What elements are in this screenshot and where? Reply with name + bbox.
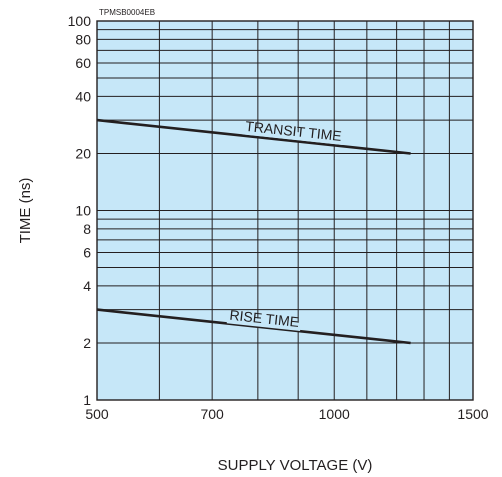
series-label-backdrop <box>242 126 344 146</box>
series-label-backdrop <box>226 315 301 331</box>
y-tick-label: 8 <box>83 221 91 237</box>
plot-frame <box>96 20 474 401</box>
y-tick-label: 80 <box>75 31 91 47</box>
y-tick-label: 1 <box>83 392 91 408</box>
y-tick-label: 20 <box>75 145 91 161</box>
x-axis-label: SUPPLY VOLTAGE (V) <box>218 457 373 474</box>
x-tick-labels: 500 700 1000 1500 <box>85 406 488 422</box>
series-line-1 <box>96 118 411 155</box>
x-tick-label: 500 <box>85 406 109 422</box>
x-tick-label: 700 <box>200 406 224 422</box>
y-tick-label: 6 <box>83 245 91 261</box>
grid <box>97 21 473 400</box>
y-tick-label: 40 <box>75 88 91 104</box>
y-tick-label: 10 <box>75 203 91 219</box>
y-axis-label: TIME (ns) <box>17 178 34 244</box>
y-tick-label: 2 <box>83 335 91 351</box>
x-tick-label: 1500 <box>457 406 488 422</box>
y-tick-label: 60 <box>75 55 91 71</box>
x-tick-label: 1000 <box>319 406 350 422</box>
y-tick-label: 100 <box>68 13 92 29</box>
series-line-2 <box>96 308 411 345</box>
series-label-2: RISE TIME <box>229 307 300 330</box>
y-tick-labels: 1 2 4 6 8 10 20 40 60 80 100 <box>68 13 92 408</box>
figure-code: TPMSB0004EB <box>99 8 155 17</box>
y-tick-label: 4 <box>83 278 91 294</box>
